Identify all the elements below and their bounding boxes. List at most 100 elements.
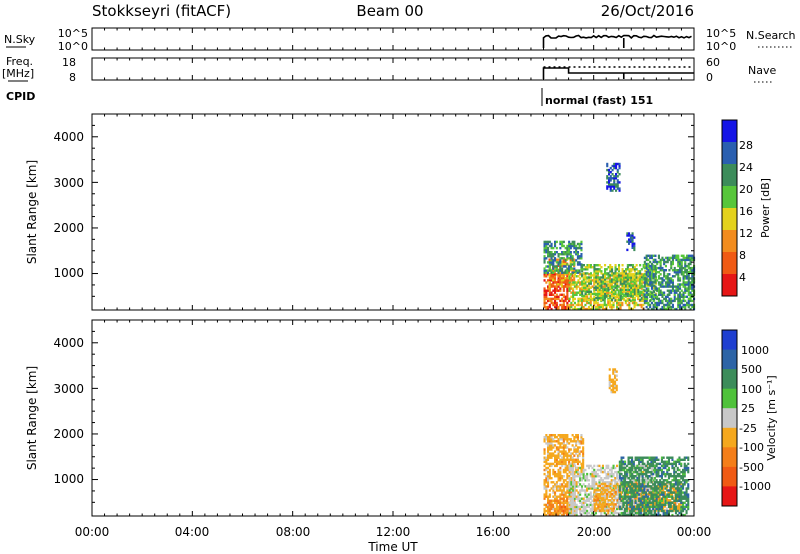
data-cell bbox=[575, 460, 578, 463]
data-cell bbox=[568, 470, 571, 474]
data-cell bbox=[648, 501, 651, 504]
data-cell bbox=[627, 460, 630, 463]
data-cell bbox=[561, 452, 564, 455]
data-cell bbox=[615, 162, 618, 166]
data-cell bbox=[663, 291, 666, 294]
data-cell bbox=[562, 479, 565, 482]
data-cell bbox=[580, 470, 583, 474]
data-cell bbox=[647, 271, 650, 274]
data-cell bbox=[561, 483, 564, 486]
data-cell bbox=[645, 287, 648, 290]
data-cell bbox=[682, 254, 685, 257]
data-cell bbox=[562, 305, 565, 309]
data-cell bbox=[552, 489, 555, 492]
data-cell bbox=[633, 278, 636, 281]
data-cell bbox=[571, 460, 574, 463]
data-cell bbox=[543, 303, 546, 307]
data-cell bbox=[642, 285, 645, 288]
data-cell bbox=[589, 296, 592, 300]
data-cell bbox=[580, 513, 583, 517]
data-cell bbox=[564, 460, 567, 463]
data-cell bbox=[629, 509, 632, 513]
data-cell bbox=[562, 481, 565, 484]
data-cell bbox=[548, 305, 551, 309]
data-cell bbox=[578, 257, 581, 260]
data-cell bbox=[566, 483, 569, 486]
data-cell bbox=[564, 283, 567, 286]
data-cell bbox=[610, 468, 613, 472]
data-cell bbox=[667, 462, 670, 466]
data-cell bbox=[598, 294, 601, 298]
data-cell bbox=[674, 503, 677, 506]
data-cell bbox=[550, 251, 553, 254]
data-cell bbox=[636, 456, 639, 459]
data-cell bbox=[559, 507, 562, 511]
data-cell bbox=[568, 462, 571, 466]
data-cell bbox=[618, 464, 621, 468]
data-cell bbox=[545, 275, 548, 278]
data-cell bbox=[663, 493, 666, 496]
data-cell bbox=[612, 464, 615, 468]
data-cell bbox=[650, 285, 653, 288]
data-cell bbox=[613, 187, 616, 190]
data-cell bbox=[555, 267, 558, 270]
data-cell bbox=[570, 472, 573, 476]
data-cell bbox=[569, 477, 572, 480]
data-cell bbox=[684, 289, 687, 292]
data-cell bbox=[611, 272, 614, 275]
data-cell bbox=[610, 485, 613, 488]
data-cell bbox=[557, 475, 560, 478]
data-cell bbox=[655, 489, 658, 492]
data-cell bbox=[616, 482, 619, 486]
data-cell bbox=[616, 489, 619, 492]
nave-tick-top: 60 bbox=[706, 56, 720, 69]
data-cell bbox=[649, 303, 652, 307]
data-cell bbox=[557, 271, 560, 274]
data-cell bbox=[554, 458, 557, 461]
data-cell bbox=[586, 499, 589, 502]
data-cell bbox=[683, 493, 686, 496]
data-cell bbox=[680, 271, 683, 274]
data-cell bbox=[564, 434, 567, 437]
data-cell bbox=[548, 283, 551, 286]
data-cell bbox=[645, 513, 648, 517]
data-cell bbox=[640, 268, 643, 271]
data-cell bbox=[564, 259, 567, 262]
data-cell bbox=[545, 273, 548, 276]
data-cell bbox=[601, 464, 604, 468]
data-cell bbox=[671, 260, 674, 264]
data-cell bbox=[618, 189, 621, 192]
data-cell bbox=[682, 266, 685, 270]
data-cell bbox=[628, 291, 631, 294]
data-cell bbox=[572, 477, 575, 480]
data-cell bbox=[613, 179, 616, 182]
colorbar-band bbox=[722, 164, 737, 187]
data-cell bbox=[593, 264, 596, 267]
data-cell bbox=[606, 503, 609, 506]
data-cell bbox=[629, 470, 632, 474]
data-cell bbox=[680, 489, 683, 492]
data-cell bbox=[640, 290, 643, 293]
data-cell bbox=[631, 240, 634, 243]
data-cell bbox=[566, 271, 569, 274]
data-cell bbox=[595, 280, 598, 283]
data-cell bbox=[562, 260, 565, 263]
data-cell bbox=[545, 509, 548, 513]
data-cell bbox=[655, 470, 658, 474]
data-cell bbox=[554, 299, 557, 303]
data-cell bbox=[586, 276, 589, 279]
data-cell bbox=[595, 264, 598, 267]
data-cell bbox=[650, 460, 653, 463]
data-cell bbox=[662, 513, 665, 517]
data-cell bbox=[617, 470, 620, 474]
data-cell bbox=[614, 270, 617, 273]
data-cell bbox=[643, 513, 646, 517]
data-cell bbox=[559, 454, 562, 457]
data-cell bbox=[670, 264, 673, 268]
data-cell bbox=[573, 501, 576, 504]
data-cell bbox=[631, 462, 634, 466]
data-cell bbox=[641, 513, 644, 517]
data-cell bbox=[573, 470, 576, 474]
data-cell bbox=[586, 464, 589, 468]
data-cell bbox=[682, 468, 685, 472]
